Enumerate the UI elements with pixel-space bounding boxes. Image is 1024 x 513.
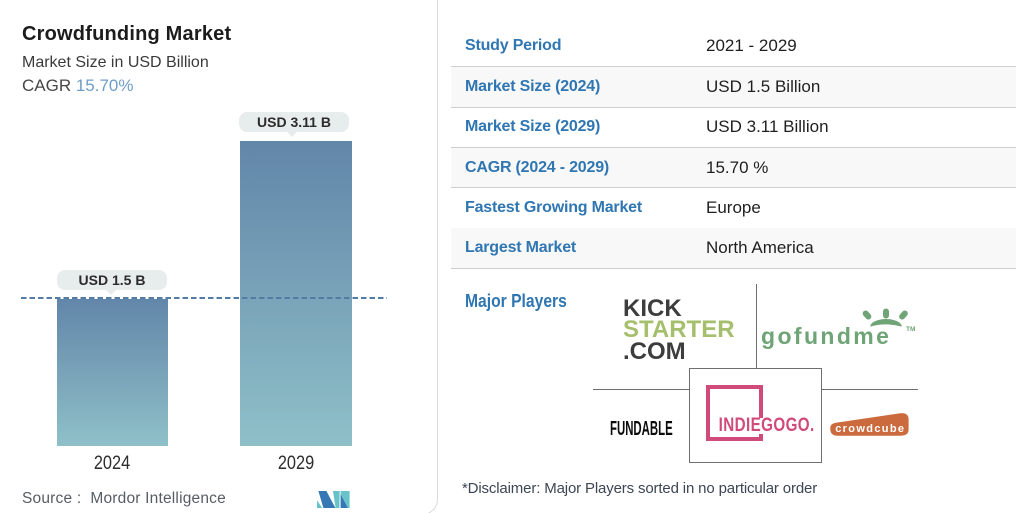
svg-text:crowdcube: crowdcube (835, 423, 905, 435)
